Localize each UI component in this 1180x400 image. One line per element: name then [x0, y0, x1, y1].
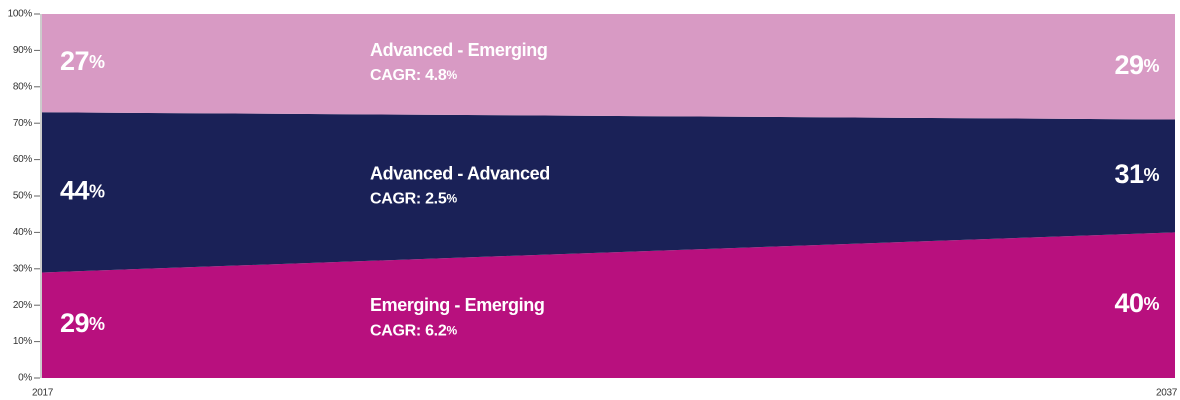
y-tick-label: 50% [13, 191, 33, 202]
y-tick-label: 20% [13, 300, 33, 311]
y-tick-label: 70% [13, 118, 33, 129]
y-tick-label: 60% [13, 154, 33, 165]
value-label: 40% [1114, 288, 1159, 318]
annotation: CAGR: 6.2% [370, 323, 457, 340]
area [42, 14, 1175, 120]
value-label: 29% [60, 308, 105, 338]
area [42, 112, 1175, 273]
y-tick-label: 10% [13, 336, 33, 347]
value-label: 31% [1114, 159, 1159, 189]
value-label: 44% [60, 175, 105, 205]
y-tick-label: 30% [13, 263, 33, 274]
annotation: CAGR: 4.8% [370, 67, 457, 84]
y-tick-label: 90% [13, 45, 33, 56]
y-tick-label: 40% [13, 227, 33, 238]
y-tick-label: 0% [18, 373, 32, 384]
y-tick-label: 100% [8, 9, 33, 20]
value-label: 27% [60, 46, 105, 76]
series-name: Advanced - Emerging [370, 40, 547, 60]
annotation: CAGR: 2.5% [370, 191, 457, 208]
x-tick-label: 2017 [32, 388, 54, 399]
x-tick-label: 2037 [1156, 388, 1178, 399]
value-label: 29% [1114, 50, 1159, 80]
area [42, 232, 1175, 378]
series-name: Emerging - Emerging [370, 295, 544, 315]
y-tick-label: 80% [13, 81, 33, 92]
series-name: Advanced - Advanced [370, 163, 550, 183]
